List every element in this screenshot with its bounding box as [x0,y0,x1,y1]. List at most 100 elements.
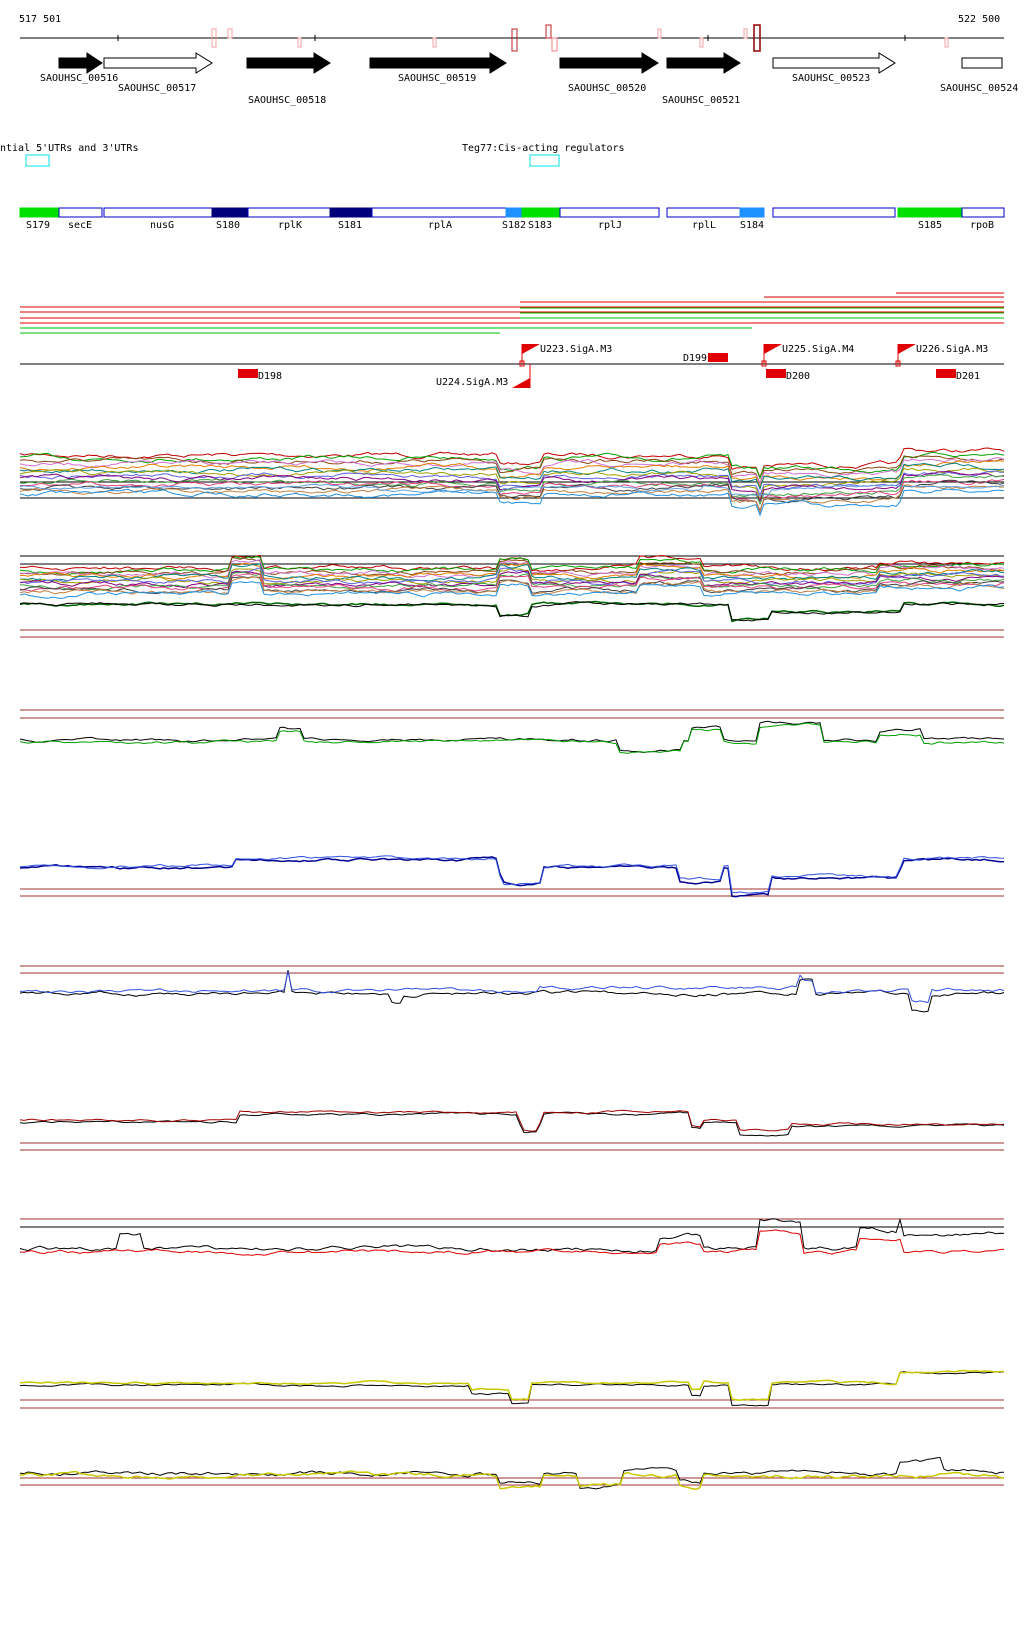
utr-box [25,154,50,167]
expression-track-blue [19,965,1005,1013]
promoter-flag[interactable] [764,344,782,354]
gene-label: SAOUHSC_00516 [40,73,118,84]
gene-label: SAOUHSC_00517 [118,83,196,94]
expression-profile [19,455,1005,486]
expression-profile [19,478,1005,514]
segment-label: rplL [692,220,716,231]
segment-box[interactable] [521,207,561,218]
gene-arrow[interactable] [246,52,331,74]
terminator-label: D199 [683,353,707,364]
expression-track-darkred [19,1109,1005,1151]
expression-profile [19,601,1005,622]
expression-profile [19,1109,1005,1132]
transcript-lines [20,292,1004,365]
expression-profile [19,559,1005,579]
expression-profile [19,1229,1005,1256]
terminator-mark[interactable] [766,369,786,378]
promoter-label: U225.SigA.M4 [782,344,854,355]
segment-label: S179 [26,220,50,231]
expression-profile [19,488,1005,517]
segment-box[interactable] [58,207,103,218]
segment-box[interactable] [897,207,963,218]
expression-profile [19,1371,1005,1407]
promoter-label: U223.SigA.M3 [540,344,612,355]
expression-profile [19,856,1005,898]
gene-arrow[interactable] [666,52,741,74]
gene-label: SAOUHSC_00524 [940,83,1018,94]
segment-box[interactable] [961,207,1005,218]
segment-label: rpoB [970,220,994,231]
segment-label: S182 [502,220,526,231]
segment-box[interactable] [666,207,741,218]
gene-arrow[interactable] [961,57,1003,69]
expression-profile [19,1470,1005,1491]
segment-box[interactable] [559,207,660,218]
expression-profile [19,1369,1004,1402]
segment-label: S184 [740,220,764,231]
cis-regulator-box [529,154,560,167]
gene-arrow[interactable] [58,52,103,74]
segment-label: nusG [150,220,174,231]
promoter-flag[interactable] [522,344,540,354]
expression-profile [19,568,1005,585]
segment-box[interactable] [247,207,331,218]
gene-label: SAOUHSC_00518 [248,95,326,106]
segment-box[interactable] [371,207,507,218]
segment-label: S183 [528,220,552,231]
expression-profile [19,556,1005,577]
expression-profile [19,720,1005,754]
segment-label: rplA [428,220,452,231]
expression-profile [19,855,1005,894]
expression-profile [19,581,1005,599]
segment-box[interactable] [211,207,249,218]
expression-profile [20,563,1005,582]
segment-box[interactable] [19,207,60,218]
gene-arrow[interactable] [559,52,659,74]
segment-label: S181 [338,220,362,231]
terminator-mark[interactable] [238,369,258,378]
segment-box[interactable] [505,207,523,218]
expression-profile [20,571,1005,592]
segment-box[interactable] [103,207,213,218]
segment-label: S185 [918,220,942,231]
promoter-label: U226.SigA.M3 [916,344,988,355]
terminator-label: D200 [786,371,810,382]
expression-profile [19,1456,1005,1490]
gene-arrow[interactable] [369,52,507,74]
gene-arrow[interactable] [103,52,213,74]
expression-profile [19,1111,1005,1137]
segment-box[interactable] [772,207,896,218]
segment-box[interactable] [329,207,373,218]
promoter-mark [761,360,767,367]
promoter-flag[interactable] [512,378,530,388]
gene-label: SAOUHSC_00519 [398,73,476,84]
expression-profile [19,470,1005,497]
end-coordinate: 522 500 [958,14,1001,25]
expression-profile [19,572,1005,593]
segment-box[interactable] [739,207,765,218]
segment-label: rplJ [598,220,622,231]
expression-track-overlay-2 [19,554,1005,638]
gene-arrow[interactable] [772,52,896,74]
expression-profile [19,483,1005,496]
expression-profile [20,971,1005,1004]
expression-profile [19,474,1005,506]
expression-profile [19,447,1005,479]
expression-track-yellow [19,1369,1005,1409]
utr-track-label: ntial 5'UTRs and 3'UTRs [0,143,139,154]
terminator-mark[interactable] [936,369,956,378]
expression-profile [19,576,1005,596]
expression-profile [19,479,1005,512]
expression-profile [19,722,1005,754]
expression-profile [19,457,1005,486]
gene-label: SAOUHSC_00520 [568,83,646,94]
gene-label: SAOUHSC_00523 [792,73,870,84]
expression-profile [19,484,1005,514]
promoter-label: U224.SigA.M3 [436,377,508,388]
cis-regulator-track-label: Teg77:Cis-acting regulators [462,143,625,154]
expression-track-navy [19,855,1005,898]
terminator-mark[interactable] [708,353,728,362]
expression-track-overlay [19,447,1005,517]
promoter-flag[interactable] [898,344,916,354]
